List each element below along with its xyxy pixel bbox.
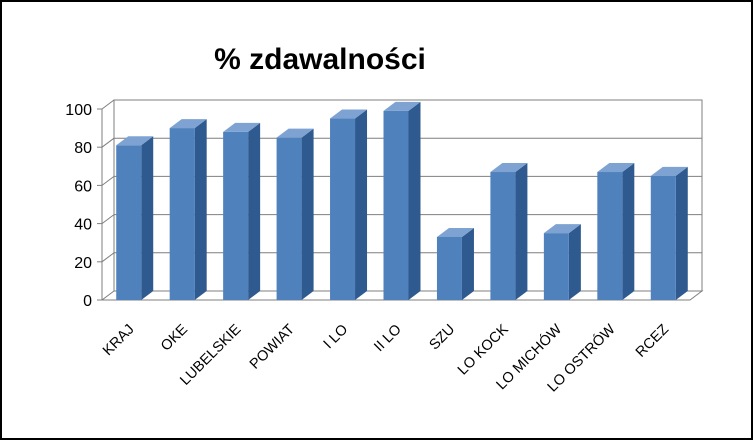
bar	[597, 163, 635, 300]
bar-side	[675, 166, 688, 300]
y-tick-label: 0	[83, 293, 92, 310]
x-tick-label: OKE	[158, 321, 191, 354]
bar-front	[543, 233, 569, 300]
x-tick-label: II LO	[371, 322, 405, 356]
bar-side	[568, 224, 581, 300]
bar	[543, 224, 581, 300]
bar	[650, 166, 688, 300]
x-tick-label: KRAJ	[100, 322, 138, 360]
bar-side	[622, 163, 635, 300]
bar-front	[436, 236, 462, 300]
bar-top	[223, 122, 261, 132]
bar	[276, 128, 314, 300]
bar-front	[169, 128, 195, 300]
gridline-side	[101, 214, 115, 225]
bar	[383, 101, 421, 300]
gridline-side	[101, 137, 115, 148]
bar	[330, 109, 368, 300]
bar-top	[436, 227, 474, 237]
gridline-side	[101, 99, 115, 110]
bar-side	[248, 122, 261, 300]
x-tick-label: LO KOCK	[455, 321, 512, 378]
bar-top	[490, 163, 528, 173]
bar-top	[597, 163, 635, 173]
bar-side	[301, 128, 314, 300]
y-axis	[97, 108, 103, 301]
bar-top	[169, 119, 207, 129]
y-tick-label: 60	[74, 178, 92, 195]
bar	[436, 227, 474, 300]
gridline-side	[101, 175, 115, 186]
bar-top	[650, 166, 688, 176]
bar	[223, 122, 261, 300]
bar-top	[116, 136, 154, 146]
y-tick-label: 80	[74, 140, 92, 157]
bars	[116, 101, 688, 300]
bar-front	[116, 145, 142, 300]
x-tick-label: SZU	[426, 322, 458, 354]
bar-top	[383, 101, 421, 111]
bar-front	[597, 172, 623, 300]
y-tick-label: 100	[65, 102, 92, 119]
bar-front	[223, 131, 249, 300]
bar	[490, 163, 528, 300]
bar	[169, 119, 207, 300]
bar-side	[141, 136, 154, 300]
y-tick-label: 20	[74, 255, 92, 272]
bar-front	[650, 175, 676, 300]
gridline-side	[101, 252, 115, 263]
bar-side	[461, 227, 474, 300]
bar-top	[543, 224, 581, 234]
bar-front	[276, 137, 302, 300]
x-tick-label: RCEZ	[633, 321, 672, 360]
y-tick-labels: 0 20 40 60 80 100	[65, 102, 92, 310]
bar-side	[355, 109, 368, 300]
x-tick-label: POWIAT	[247, 321, 298, 372]
bar-front	[330, 118, 356, 300]
bar-front	[490, 172, 516, 300]
y-tick-label: 40	[74, 217, 92, 234]
bar-side	[408, 101, 421, 300]
bar	[116, 136, 154, 300]
x-tick-label: I LO	[321, 322, 352, 353]
bar-top	[330, 109, 368, 119]
bar-front	[383, 110, 409, 300]
chart-title: % zdawalności	[214, 43, 426, 76]
bar-side	[194, 119, 207, 300]
bar-top	[276, 128, 314, 138]
bar-side	[515, 163, 528, 300]
